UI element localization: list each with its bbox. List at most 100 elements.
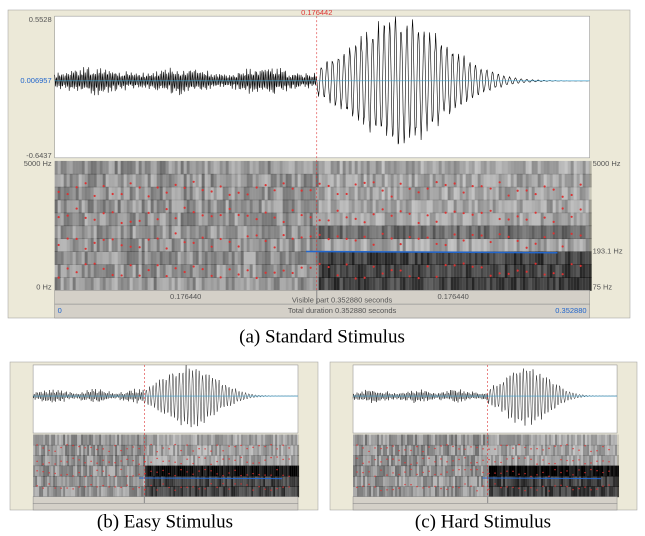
spectrogram-cell [133,200,136,213]
spectrogram-cell [142,174,145,187]
spectrogram-cell [490,213,493,226]
spectrogram-cell [190,226,193,239]
spectrogram-cell [73,226,76,239]
spectrogram-cell [87,435,89,446]
spectrogram-cell [508,264,511,277]
spectrogram-cell [256,239,259,252]
formant-dot [288,447,289,448]
spectrogram-cell [502,277,505,290]
spectrogram-cell [235,466,237,477]
formant-dot [454,233,456,235]
spectrogram-cell [130,226,133,239]
formant-dot [42,463,43,464]
formant-dot [362,472,363,473]
spectrogram-cell [367,486,369,497]
spectrogram-cell [253,161,256,174]
spectrogram-cell [189,455,191,466]
spectrogram-cell [253,187,256,200]
spectrogram-cell [559,445,561,456]
spectrogram-cell [220,174,223,187]
spectrogram-cell [127,174,130,187]
spectrogram-cell [91,239,94,252]
spectrogram-cell [241,213,244,226]
spectrogram-cell [580,213,583,226]
spectrogram-cell [93,435,95,446]
spectrogram-cell [361,226,364,239]
spectrogram-cell [238,239,241,252]
spectrogram-cell [286,226,289,239]
spectrogram-cell [376,239,379,252]
spectrogram-cell [334,251,337,264]
spectrogram-cell [519,435,521,446]
spectrogram-cell [473,455,475,466]
spectrogram-cell [265,486,267,497]
spectrogram-cell [545,466,547,477]
spectrogram-cell [571,445,573,456]
formant-dot [530,459,531,460]
spectrogram-cell [178,200,181,213]
formant-dot [156,458,157,459]
spectrogram-cell [463,486,465,497]
spectrogram-cell [283,239,286,252]
spectrogram-cell [214,200,217,213]
spectrogram-cell [297,435,299,446]
spectrogram-cell [297,486,299,497]
spectrogram-cell [112,277,115,290]
spectrogram-cell [274,277,277,290]
spectrogram-cell [207,435,209,446]
spectrogram-cell [295,213,298,226]
formant-dot [120,460,121,461]
spectrogram-cell [172,239,175,252]
spectrogram-cell [421,251,424,264]
formant-dot [184,241,186,243]
spectrogram-cell [517,445,519,456]
formant-dot [472,266,474,268]
spectrogram-cell [79,476,81,487]
formant-dot [256,234,258,236]
spectrogram-cell [569,466,571,477]
spectrogram-cell [115,174,118,187]
spectrogram-cell [100,213,103,226]
spectrogram-cell [88,187,91,200]
spectrogram-cell [394,226,397,239]
formant-dot [524,457,525,458]
spectrogram-cell [283,174,286,187]
spectrogram-cell [562,213,565,226]
spectrogram-cell [370,277,373,290]
spectrogram-cell [69,435,71,446]
spectrogram-cell [490,161,493,174]
spectrogram-cell [579,486,581,497]
spectrogram-cell [112,174,115,187]
spectrogram-cell [568,187,571,200]
spectrogram-cell [280,264,283,277]
spectrogram-cell [481,187,484,200]
spectrogram-cell [535,486,537,497]
spectrogram-cell [439,239,442,252]
spectrogram-cell [361,466,363,477]
spectrogram-cell [118,239,121,252]
spectrogram-cell [205,213,208,226]
spectrogram-cell [184,174,187,187]
spectrogram-cell [115,466,117,477]
spectrogram-cell [411,466,413,477]
spectrogram-cell [583,476,585,487]
spectrogram-cell [35,486,37,497]
spectrogram-cell [148,213,151,226]
spectrogram-cell [511,435,513,446]
spectrogram-cell [133,239,136,252]
spectrogram-cell [421,264,424,277]
spectrogram-cell [373,466,375,477]
spectrogram-cell [226,161,229,174]
spectrogram-cell [361,476,363,487]
spectrogram-cell [283,251,286,264]
spectrogram-cell [190,239,193,252]
formant-dot [114,462,115,463]
spectrogram-cell [571,239,574,252]
spectrogram-cell [243,445,245,456]
spectrogram-cell [121,213,124,226]
formant-dot [186,444,187,445]
spectrogram-cell [233,486,235,497]
praat-panel: 0.55280.1764420.006957-0.64375000 Hz0 Hz… [8,8,630,318]
spectrogram-cell [304,200,307,213]
